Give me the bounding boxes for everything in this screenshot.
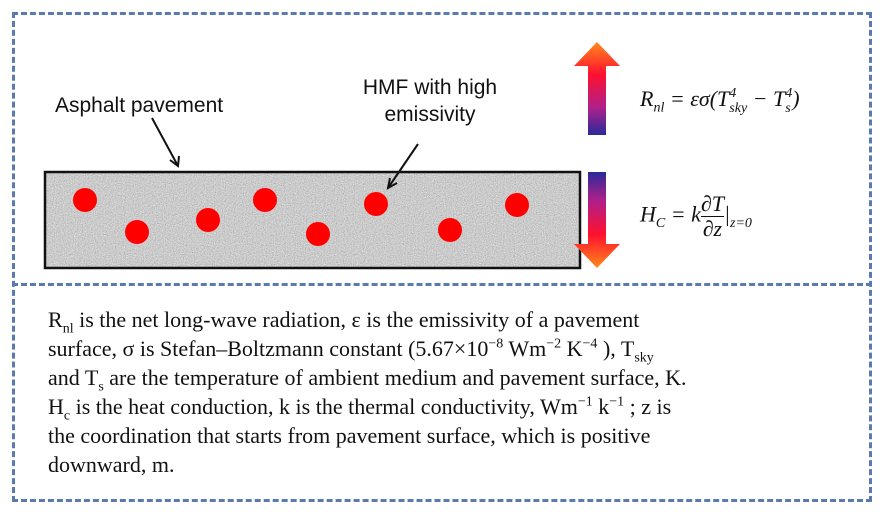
text-run: surface, σ is Stefan–Boltzmann constant …	[48, 336, 489, 361]
hmf-label: HMF with high emissivity	[335, 74, 525, 128]
text-run: ; z is	[624, 394, 672, 419]
outer-frame	[12, 12, 872, 502]
text-run: − T	[747, 86, 786, 112]
text-run: )	[792, 86, 800, 112]
text-run: is the net long-wave radiation, ε is the…	[73, 307, 640, 332]
pavement	[43, 170, 582, 270]
text-run: −1	[577, 394, 593, 410]
text-run: K	[561, 336, 583, 361]
text-run: is the heat conduction, k is the thermal…	[70, 394, 578, 419]
text-run: nl	[62, 321, 74, 337]
radiation-arrow	[574, 42, 620, 135]
asphalt-label: Asphalt pavement	[55, 94, 224, 117]
text-run: s	[785, 101, 791, 116]
text-run: = εσ(T	[664, 86, 730, 112]
text-run: ), T	[597, 336, 635, 361]
text-run: s	[98, 379, 104, 395]
text-run: ∂T	[700, 191, 724, 217]
text-run: z=0	[730, 215, 752, 231]
text-run: Wm	[503, 336, 547, 361]
text-run: R	[48, 307, 63, 332]
text-run: |	[723, 201, 731, 227]
text-run: are the temperature of ambient medium an…	[103, 365, 687, 390]
pavement-texture	[45, 172, 580, 268]
text-run: −8	[488, 336, 504, 352]
divider	[12, 283, 872, 286]
caption: Rnl is the net long-wave radiation, ε is…	[48, 305, 687, 479]
text-run: c	[63, 408, 71, 424]
text-run: downward, m.	[48, 452, 175, 477]
text-run: −1	[609, 394, 625, 410]
text-run: the coordination that starts from paveme…	[48, 423, 651, 448]
equation-hc: HC = k ∂T ∂z |z=0	[640, 192, 752, 241]
text-run: k	[592, 394, 610, 419]
text-run: −4	[582, 336, 598, 352]
text-run: H	[48, 394, 64, 419]
text-run: 4	[785, 86, 793, 101]
text-run: R	[640, 86, 654, 112]
conduction-arrow	[574, 172, 620, 268]
text-run: H	[640, 201, 656, 227]
text-run: sky	[634, 350, 654, 366]
text-run: −2	[546, 336, 562, 352]
hmf-particles	[73, 188, 529, 246]
text-run: emissivity	[384, 103, 476, 126]
text-run: nl	[653, 100, 665, 116]
text-run: 4	[729, 86, 737, 101]
equation-rnl: Rnl = εσ(T4 sky − T4 s)	[640, 86, 800, 116]
text-run: C	[655, 215, 666, 231]
text-run: sky	[729, 101, 748, 116]
text-run: and T	[48, 365, 99, 390]
text-run: = k	[665, 201, 701, 227]
text-run: ∂z	[702, 216, 723, 241]
text-run: HMF with high	[362, 76, 498, 99]
pointers	[151, 117, 419, 190]
